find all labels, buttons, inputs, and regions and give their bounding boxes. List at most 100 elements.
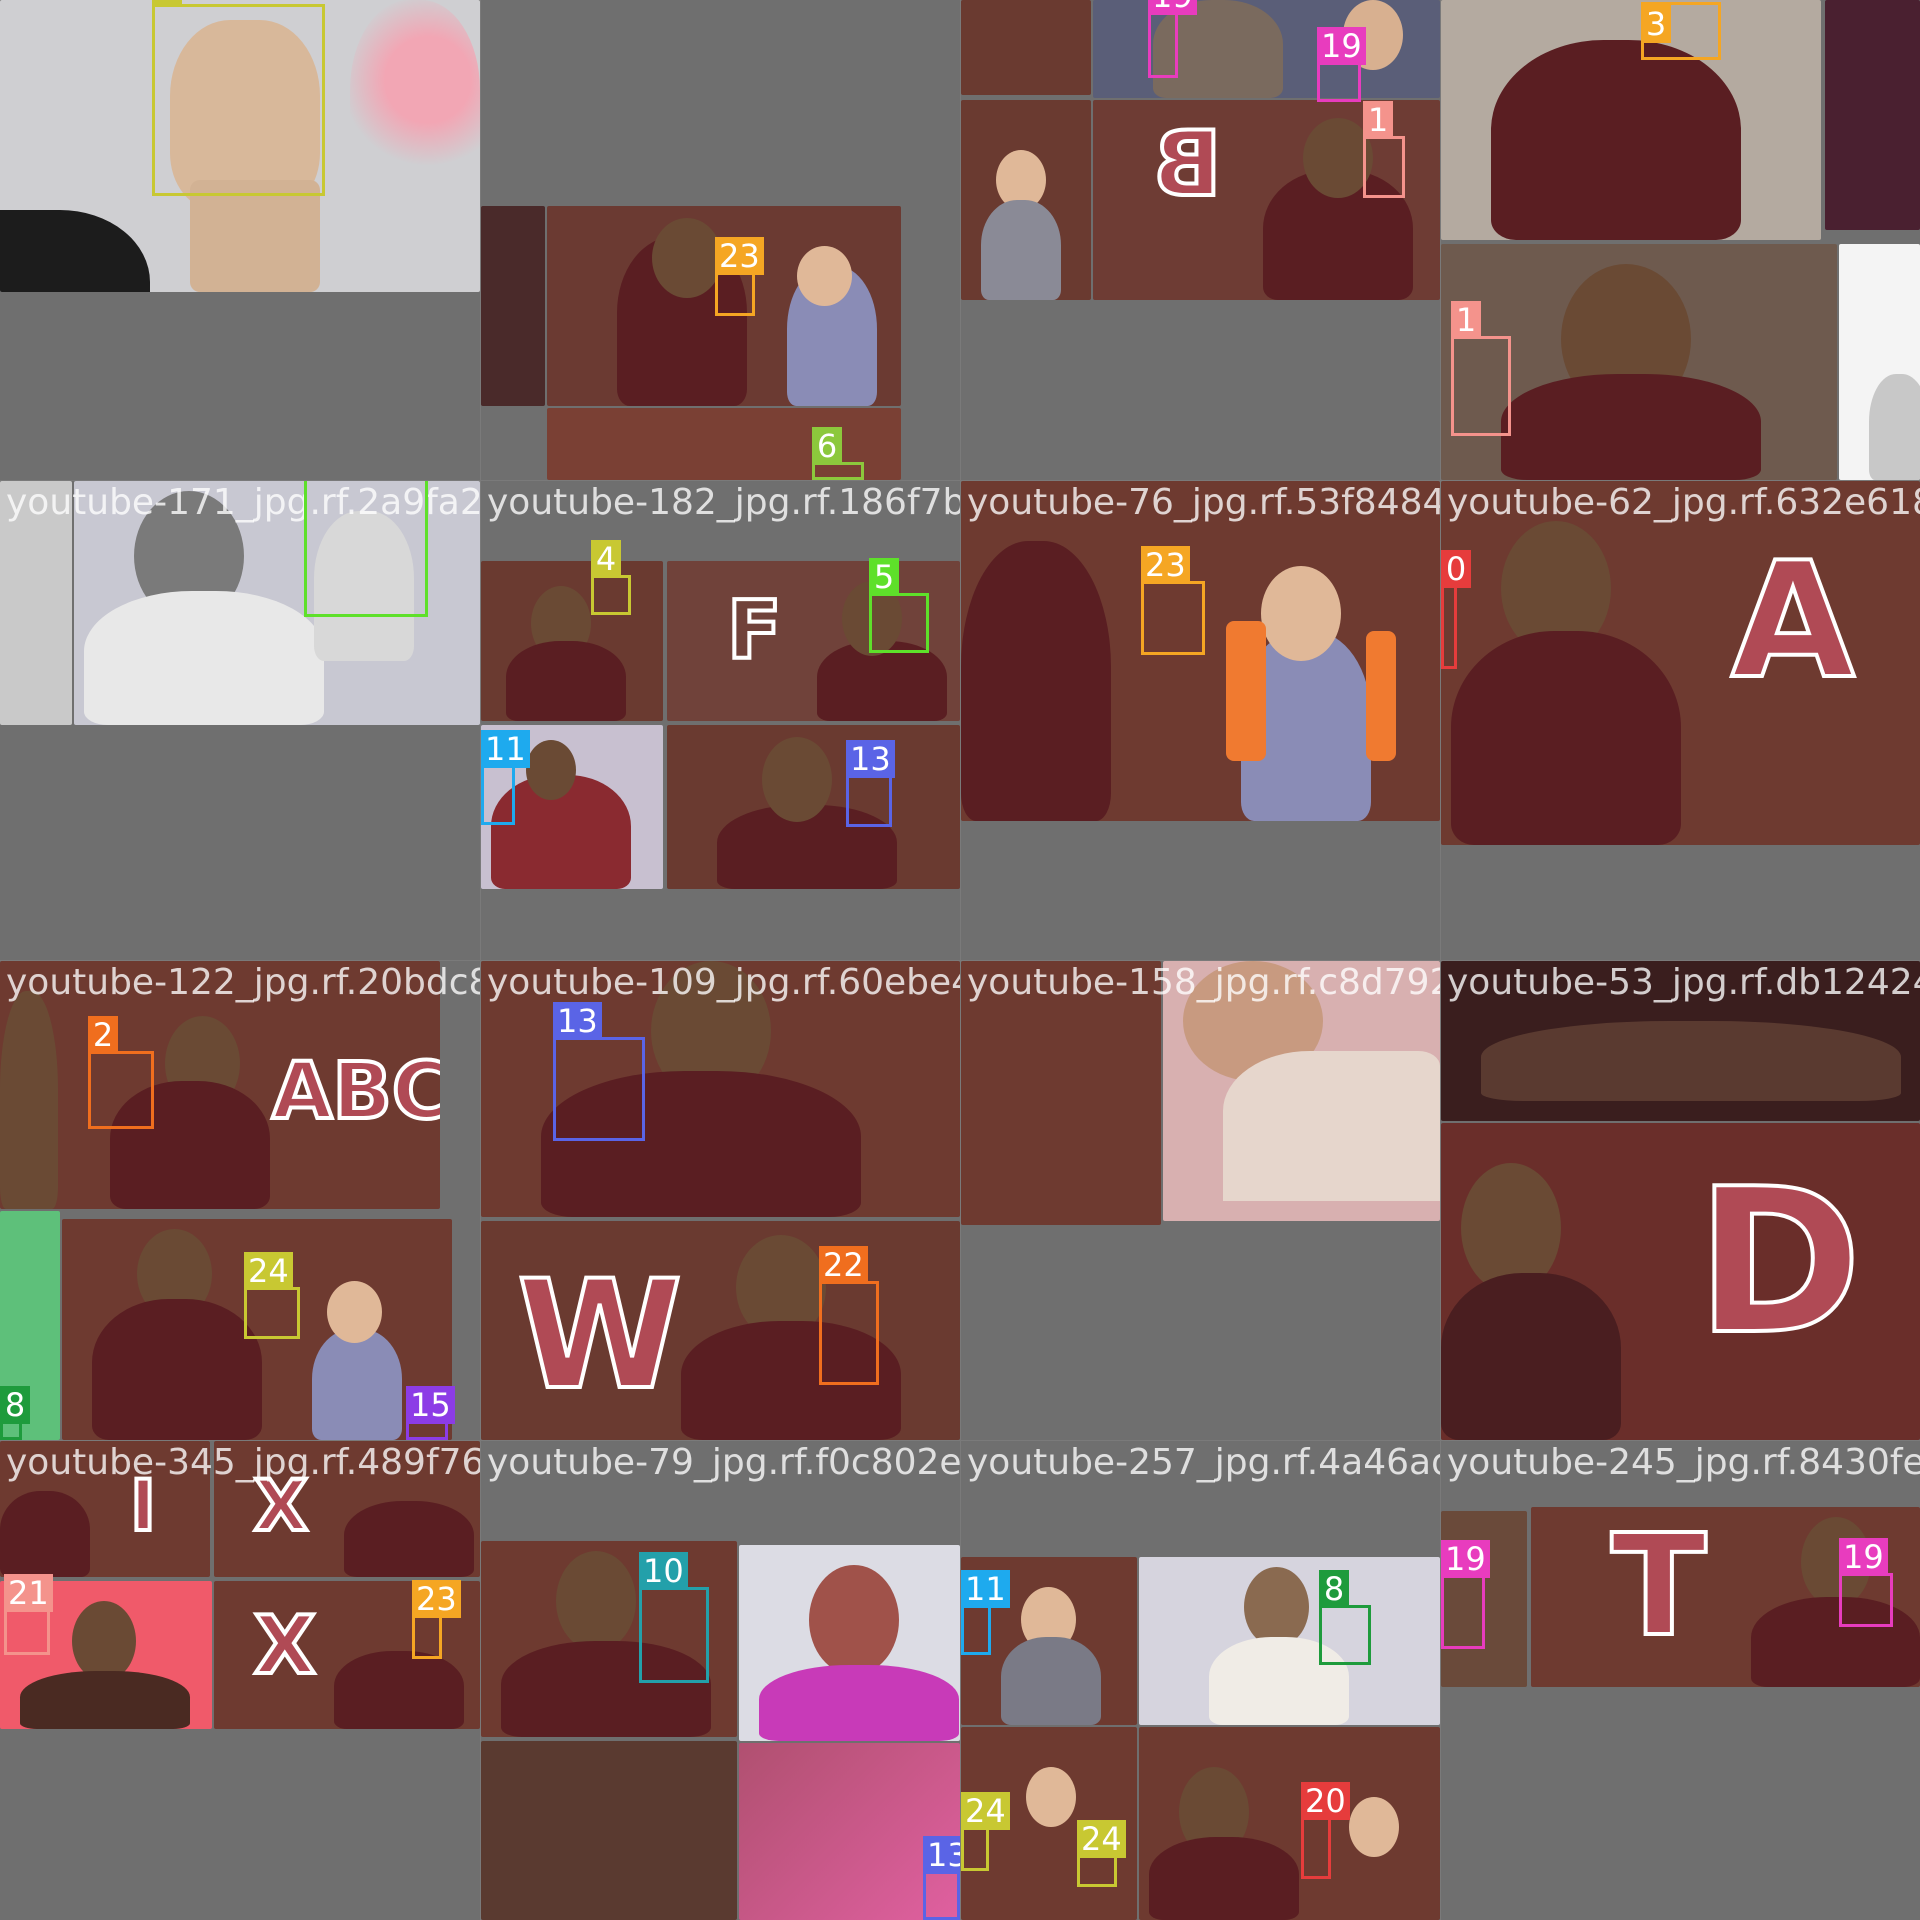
bbox: 10 <box>639 1552 709 1683</box>
bbox: 19 <box>1839 1538 1893 1627</box>
bbox-label: 11 <box>961 1570 1010 1608</box>
bbox: 4 <box>591 540 631 615</box>
bbox-label: 6 <box>812 427 842 465</box>
woman-head <box>762 737 832 822</box>
sign-letter: D <box>1694 1146 1864 1379</box>
bbox: 8 <box>1319 1570 1371 1665</box>
tile-caption: youtube-79_jpg.rf.f0c802e8 <box>487 1442 960 1483</box>
girl-head <box>1349 1797 1399 1857</box>
bbox: 5 <box>869 558 929 653</box>
bbox-label: 19 <box>1441 1540 1490 1578</box>
sign-letter: B <box>1151 110 1224 219</box>
fist-hand <box>170 20 320 210</box>
woman <box>1153 0 1283 98</box>
bbox-label: 23 <box>412 1580 461 1618</box>
bbox-label: 8 <box>1319 1570 1349 1608</box>
woman-left <box>0 991 58 1209</box>
bbox: 24 <box>244 1252 300 1339</box>
bbox: 23 <box>715 237 764 316</box>
bbox-label: 13 <box>923 1836 960 1874</box>
bbox-label: 24 <box>1077 1820 1126 1858</box>
woman <box>506 641 626 721</box>
photo <box>74 481 480 725</box>
woman <box>961 541 1111 821</box>
bbox: 23 <box>412 1580 461 1659</box>
girl <box>981 200 1061 300</box>
tile-r1c1: F youtube-182_jpg.rf.186f7bfa 4 5 11 13 <box>481 481 960 960</box>
tile-r2c0: ABC youtube-122_jpg.rf.20bdc8ef 2 24 8 1… <box>0 961 480 1440</box>
bbox: 1 <box>1363 101 1405 198</box>
woman <box>20 1671 190 1729</box>
woman <box>92 1299 262 1440</box>
bbox-label: 19 <box>1148 0 1197 15</box>
tile-r3c0: I X X youtube-345_jpg.rf.489f7654 21 23 <box>0 1441 480 1920</box>
bbox-label: 1 <box>1363 101 1393 139</box>
tile-caption: youtube-257_jpg.rf.4a46ad05 <box>967 1442 1440 1483</box>
bbox: 19 <box>1441 1540 1490 1649</box>
photo <box>961 100 1091 300</box>
photo <box>667 725 960 889</box>
tile-r1c0: youtube-171_jpg.rf.2a9fa232 5 <box>0 481 480 960</box>
bbox: 21 <box>4 1574 53 1655</box>
bbox-label: 24 <box>961 1792 1010 1830</box>
bbox-label: 23 <box>715 237 764 275</box>
sign-letter: ABC <box>270 1047 440 1137</box>
bbox: 11 <box>961 1570 1010 1655</box>
woman <box>110 1081 270 1209</box>
bbox-label: 3 <box>1641 5 1671 43</box>
bbox: 24 <box>961 1792 1010 1871</box>
bbox: 0 <box>1441 550 1471 669</box>
tile-caption: youtube-245_jpg.rf.8430feaf2 <box>1447 1442 1920 1483</box>
bbox: 22 <box>819 1246 879 1385</box>
sign-letter: W <box>515 1249 684 1423</box>
photo <box>961 961 1161 1225</box>
cushion <box>1366 631 1396 761</box>
bbox: 6 <box>812 427 864 480</box>
bbox: 13 <box>553 1002 645 1141</box>
photo <box>961 0 1091 95</box>
tile-caption: youtube-182_jpg.rf.186f7bfa <box>487 482 960 523</box>
girl-head <box>1261 566 1341 661</box>
bbox-label: 1 <box>1451 301 1481 339</box>
photo: D <box>1441 1123 1920 1440</box>
sign-letter: T <box>1609 1507 1708 1668</box>
woman <box>344 1501 474 1577</box>
photo: W <box>481 1221 960 1440</box>
photo: B <box>1093 100 1440 300</box>
tile-r1c2: youtube-76_jpg.rf.53f84845 23 <box>961 481 1440 960</box>
woman-head <box>1244 1567 1309 1647</box>
woman-head <box>1461 1163 1561 1293</box>
tile-r2c3: D youtube-53_jpg.rf.db12424c <box>1441 961 1920 1440</box>
bbox-label: 4 <box>152 0 182 7</box>
woman <box>0 1491 90 1577</box>
tile-r3c2: youtube-257_jpg.rf.4a46ad05 11 8 24 24 2… <box>961 1441 1440 1920</box>
woman <box>84 591 324 725</box>
photo <box>1441 0 1821 240</box>
woman <box>1209 1637 1349 1725</box>
photo: A <box>1441 481 1920 845</box>
bbox: 8 <box>0 1386 30 1440</box>
bbox: 15 <box>406 1386 455 1440</box>
tile-r0c2: B 19 19 1 <box>961 0 1440 480</box>
photo <box>961 481 1440 821</box>
bbox: 11 <box>481 730 530 825</box>
woman-head <box>809 1565 899 1675</box>
woman <box>1451 631 1681 845</box>
photo <box>1839 244 1920 480</box>
tile-r3c3: T youtube-245_jpg.rf.8430feaf2 19 19 <box>1441 1441 1920 1920</box>
tile-r2c1: W youtube-109_jpg.rf.60ebe443 13 22 <box>481 961 960 1440</box>
woman <box>1149 1837 1299 1920</box>
photo <box>547 408 901 480</box>
photo: ABC <box>0 961 440 1209</box>
tile-r2c2: youtube-158_jpg.rf.c8d79213 <box>961 961 1440 1440</box>
bbox-label: 10 <box>639 1552 688 1590</box>
sign-letter: F <box>725 584 784 677</box>
woman <box>334 1651 464 1729</box>
photo <box>481 1541 737 1737</box>
photo <box>1825 0 1920 230</box>
bbox-label: 19 <box>1839 1538 1888 1576</box>
photo <box>1163 961 1440 1221</box>
photo <box>481 961 960 1217</box>
bbox-label: 5 <box>869 558 899 596</box>
